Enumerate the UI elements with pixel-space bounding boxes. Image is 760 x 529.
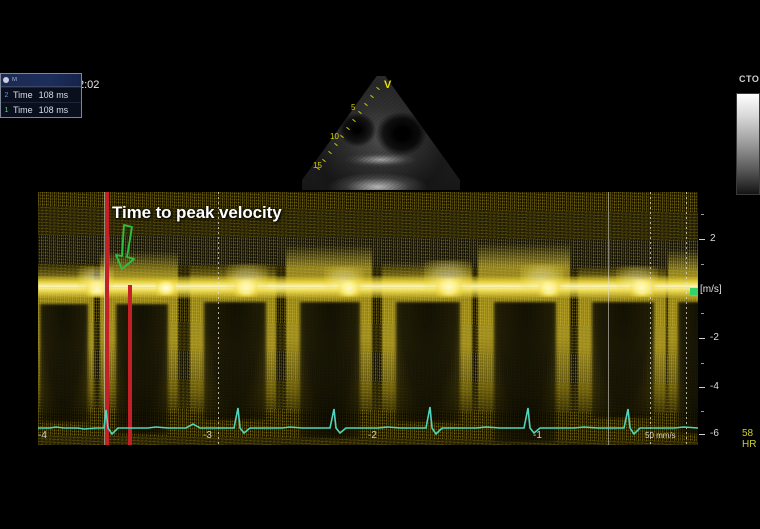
measurement-row[interactable]: 2 Time 108 ms — [1, 87, 81, 102]
measurement-panel-title: M — [12, 77, 18, 83]
depth-label: 5 — [351, 103, 356, 112]
doppler-cursor-dotted-line[interactable] — [686, 192, 687, 445]
doppler-cursor-dotted-line[interactable] — [650, 192, 651, 445]
measurement-value: 108 ms — [38, 105, 69, 115]
measurement-row[interactable]: 1 Time 108 ms — [1, 102, 81, 117]
depth-label: 10 — [330, 132, 339, 141]
sweep-speed-label: 50 mm/s — [645, 431, 676, 440]
panel-dot-icon — [3, 77, 9, 83]
study-clock: 2:02 — [78, 79, 100, 91]
caliper-line-2[interactable] — [128, 285, 132, 445]
sweep-marker-line — [608, 192, 609, 445]
annotation-label: Time to peak velocity — [112, 203, 282, 222]
doppler-envelope-core — [204, 302, 266, 420]
measurement-value: 108 ms — [38, 90, 69, 100]
measurement-panel[interactable]: M 2 Time 108 ms 1 Time 108 ms — [0, 73, 82, 118]
doppler-upward-streak — [520, 264, 564, 292]
time-axis-label: -1 — [533, 430, 542, 441]
doppler-envelope-core — [300, 302, 360, 438]
doppler-cursor-dotted-line[interactable] — [218, 192, 219, 445]
time-axis-label: -4 — [38, 430, 47, 441]
heart-rate-value: 58 — [742, 428, 754, 439]
echo-sector — [302, 76, 460, 190]
velocity-axis-tick — [699, 387, 705, 388]
spectral-doppler-trace[interactable] — [38, 192, 698, 445]
depth-label: 15 — [313, 161, 322, 170]
velocity-axis-minor-tick — [701, 214, 704, 215]
velocity-axis-tick — [699, 239, 705, 240]
doppler-envelope-core — [678, 302, 698, 434]
measurement-index: 1 — [4, 106, 9, 114]
view-marker-icon: V — [384, 79, 392, 91]
doppler-baseline-spike — [436, 278, 462, 297]
baseline-marker-icon[interactable] — [690, 288, 698, 295]
doppler-envelope-core — [116, 304, 168, 434]
velocity-axis-tick — [699, 434, 705, 435]
doppler-envelope-core — [592, 302, 654, 418]
time-axis-label: -3 — [203, 430, 212, 441]
doppler-zero-baseline — [38, 287, 698, 288]
doppler-upward-streak — [424, 260, 472, 292]
velocity-unit-label: [m/s] — [700, 284, 722, 295]
measurement-index: 2 — [4, 91, 9, 99]
velocity-axis-minor-tick — [701, 411, 704, 412]
measurement-panel-title-bar[interactable]: M — [1, 74, 81, 87]
velocity-axis-tick — [699, 338, 705, 339]
measurement-label: Time — [13, 90, 33, 100]
caliper-line-1[interactable] — [105, 192, 109, 445]
velocity-axis-minor-tick — [701, 363, 704, 364]
velocity-axis-label: -6 — [710, 428, 719, 439]
doppler-baseline-spike — [338, 280, 360, 297]
doppler-baseline-spike — [234, 279, 258, 297]
velocity-axis-label: -4 — [710, 381, 719, 392]
doppler-baseline-spike — [86, 280, 108, 297]
doppler-envelope-core — [494, 302, 556, 442]
doppler-envelope-core — [40, 304, 88, 422]
doppler-upward-streak — [324, 266, 364, 292]
annotation-arrow-icon — [115, 224, 135, 270]
doppler-baseline-spike — [156, 280, 176, 296]
velocity-axis-minor-tick — [701, 313, 704, 314]
sweep-marker-line — [104, 192, 105, 445]
time-axis-label: -2 — [368, 430, 377, 441]
doppler-envelope-core — [396, 302, 460, 422]
velocity-axis-minor-tick — [701, 264, 704, 265]
heart-rate-label: HR — [742, 439, 757, 450]
doppler-upward-streak — [616, 266, 658, 292]
doppler-baseline-spike — [538, 280, 560, 297]
doppler-baseline-spike — [630, 279, 654, 297]
echo-2d-image[interactable]: V 5 10 15 — [302, 76, 460, 190]
velocity-axis-label: 2 — [710, 233, 716, 244]
gain-bar-label: CTO — [739, 74, 760, 84]
velocity-axis-label: -2 — [710, 332, 719, 343]
doppler-upward-streak — [226, 264, 268, 292]
measurement-label: Time — [13, 105, 33, 115]
grayscale-gain-bar[interactable] — [736, 93, 760, 195]
